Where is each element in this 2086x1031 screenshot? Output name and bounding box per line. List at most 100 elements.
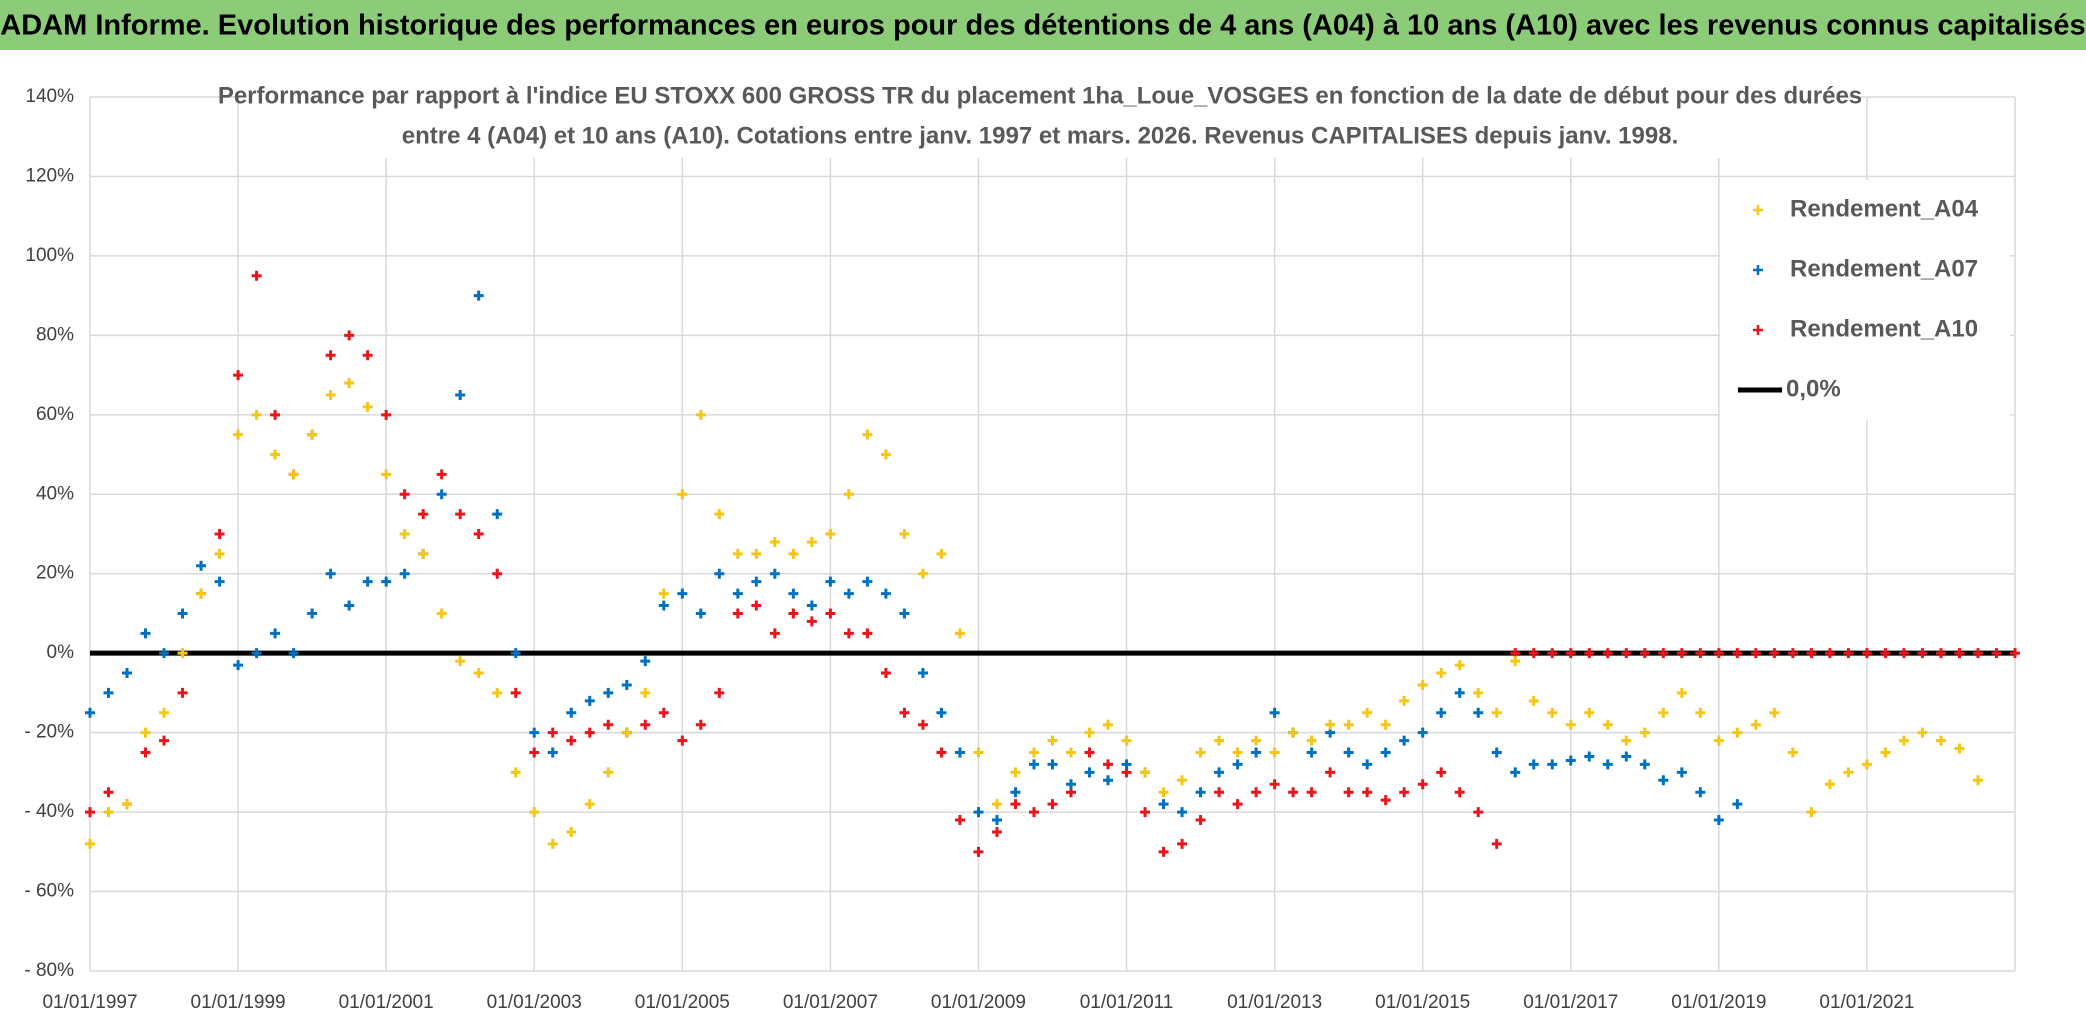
point xyxy=(251,409,262,420)
point xyxy=(917,719,928,730)
point xyxy=(196,560,207,571)
point xyxy=(1547,759,1558,770)
point xyxy=(1658,707,1669,718)
point xyxy=(529,747,540,758)
x-tick-label: 01/01/2009 xyxy=(931,992,1026,1013)
point xyxy=(140,628,151,639)
point xyxy=(658,588,669,599)
point xyxy=(492,687,503,698)
point xyxy=(1510,656,1521,667)
point xyxy=(677,489,688,500)
point xyxy=(1214,735,1225,746)
point xyxy=(806,600,817,611)
point xyxy=(1565,719,1576,730)
point xyxy=(1787,747,1798,758)
x-tick-label: 01/01/2001 xyxy=(339,992,434,1013)
point xyxy=(288,469,299,480)
point xyxy=(1454,660,1465,671)
chart-title: Performance par rapport à l'indice EU ST… xyxy=(218,82,1862,109)
y-tick-label: 0% xyxy=(47,642,75,663)
point xyxy=(492,509,503,520)
point xyxy=(1251,787,1262,798)
point xyxy=(1028,747,1039,758)
point xyxy=(399,489,410,500)
point xyxy=(1103,775,1114,786)
point xyxy=(1103,759,1114,770)
point xyxy=(344,378,355,389)
point xyxy=(566,707,577,718)
point xyxy=(362,350,373,361)
point xyxy=(566,735,577,746)
point xyxy=(1713,815,1724,826)
point xyxy=(751,576,762,587)
point xyxy=(1436,767,1447,778)
point xyxy=(584,799,595,810)
x-tick-label: 01/01/1997 xyxy=(42,992,137,1013)
point xyxy=(1676,687,1687,698)
point xyxy=(1824,648,1835,659)
point xyxy=(159,707,170,718)
chart-title: entre 4 (A04) et 10 ans (A10). Cotations… xyxy=(402,122,1679,149)
point xyxy=(1621,648,1632,659)
x-tick-label: 01/01/2019 xyxy=(1671,992,1766,1013)
point xyxy=(1861,759,1872,770)
point xyxy=(1750,719,1761,730)
point xyxy=(547,727,558,738)
point xyxy=(899,529,910,539)
point xyxy=(1880,648,1891,659)
point xyxy=(991,815,1002,826)
point xyxy=(1954,648,1965,659)
point xyxy=(140,727,151,738)
point xyxy=(1047,759,1058,770)
point xyxy=(862,429,873,440)
point xyxy=(122,668,133,679)
point xyxy=(233,429,244,440)
point xyxy=(1010,767,1021,778)
point xyxy=(714,509,725,520)
marks xyxy=(85,270,2020,857)
point xyxy=(621,727,632,738)
point xyxy=(1399,787,1410,798)
point xyxy=(899,707,910,718)
point xyxy=(769,536,780,547)
point xyxy=(1898,735,1909,746)
point xyxy=(159,648,170,659)
point xyxy=(1454,787,1465,798)
point xyxy=(510,767,521,778)
point xyxy=(954,628,965,639)
point xyxy=(640,687,651,698)
y-tick-label: 140% xyxy=(25,86,74,107)
y-tick-label: 120% xyxy=(25,165,74,186)
point xyxy=(1177,838,1188,849)
y-tick-label: 20% xyxy=(36,563,74,584)
point xyxy=(1880,747,1891,758)
point xyxy=(1010,787,1021,798)
point xyxy=(1251,747,1262,758)
point xyxy=(196,588,207,599)
point xyxy=(1658,648,1669,659)
point xyxy=(936,747,947,758)
point xyxy=(307,429,318,440)
point xyxy=(85,807,95,818)
point xyxy=(1713,735,1724,746)
point xyxy=(251,648,262,659)
point xyxy=(1639,648,1650,659)
point xyxy=(1177,807,1188,818)
point xyxy=(1362,707,1373,718)
x-tick-label: 01/01/2013 xyxy=(1227,992,1322,1013)
point xyxy=(1269,747,1280,758)
legend-label: 0,0% xyxy=(1786,375,1841,402)
point xyxy=(1676,767,1687,778)
point xyxy=(1195,747,1206,758)
point xyxy=(529,727,540,738)
point xyxy=(177,648,188,659)
point xyxy=(603,767,614,778)
point xyxy=(1177,775,1188,786)
point xyxy=(510,687,521,698)
point xyxy=(1010,799,1021,810)
legend-swatch xyxy=(1753,265,1763,275)
point xyxy=(954,815,965,826)
point xyxy=(825,608,836,619)
point xyxy=(1676,648,1687,659)
point xyxy=(621,679,632,690)
